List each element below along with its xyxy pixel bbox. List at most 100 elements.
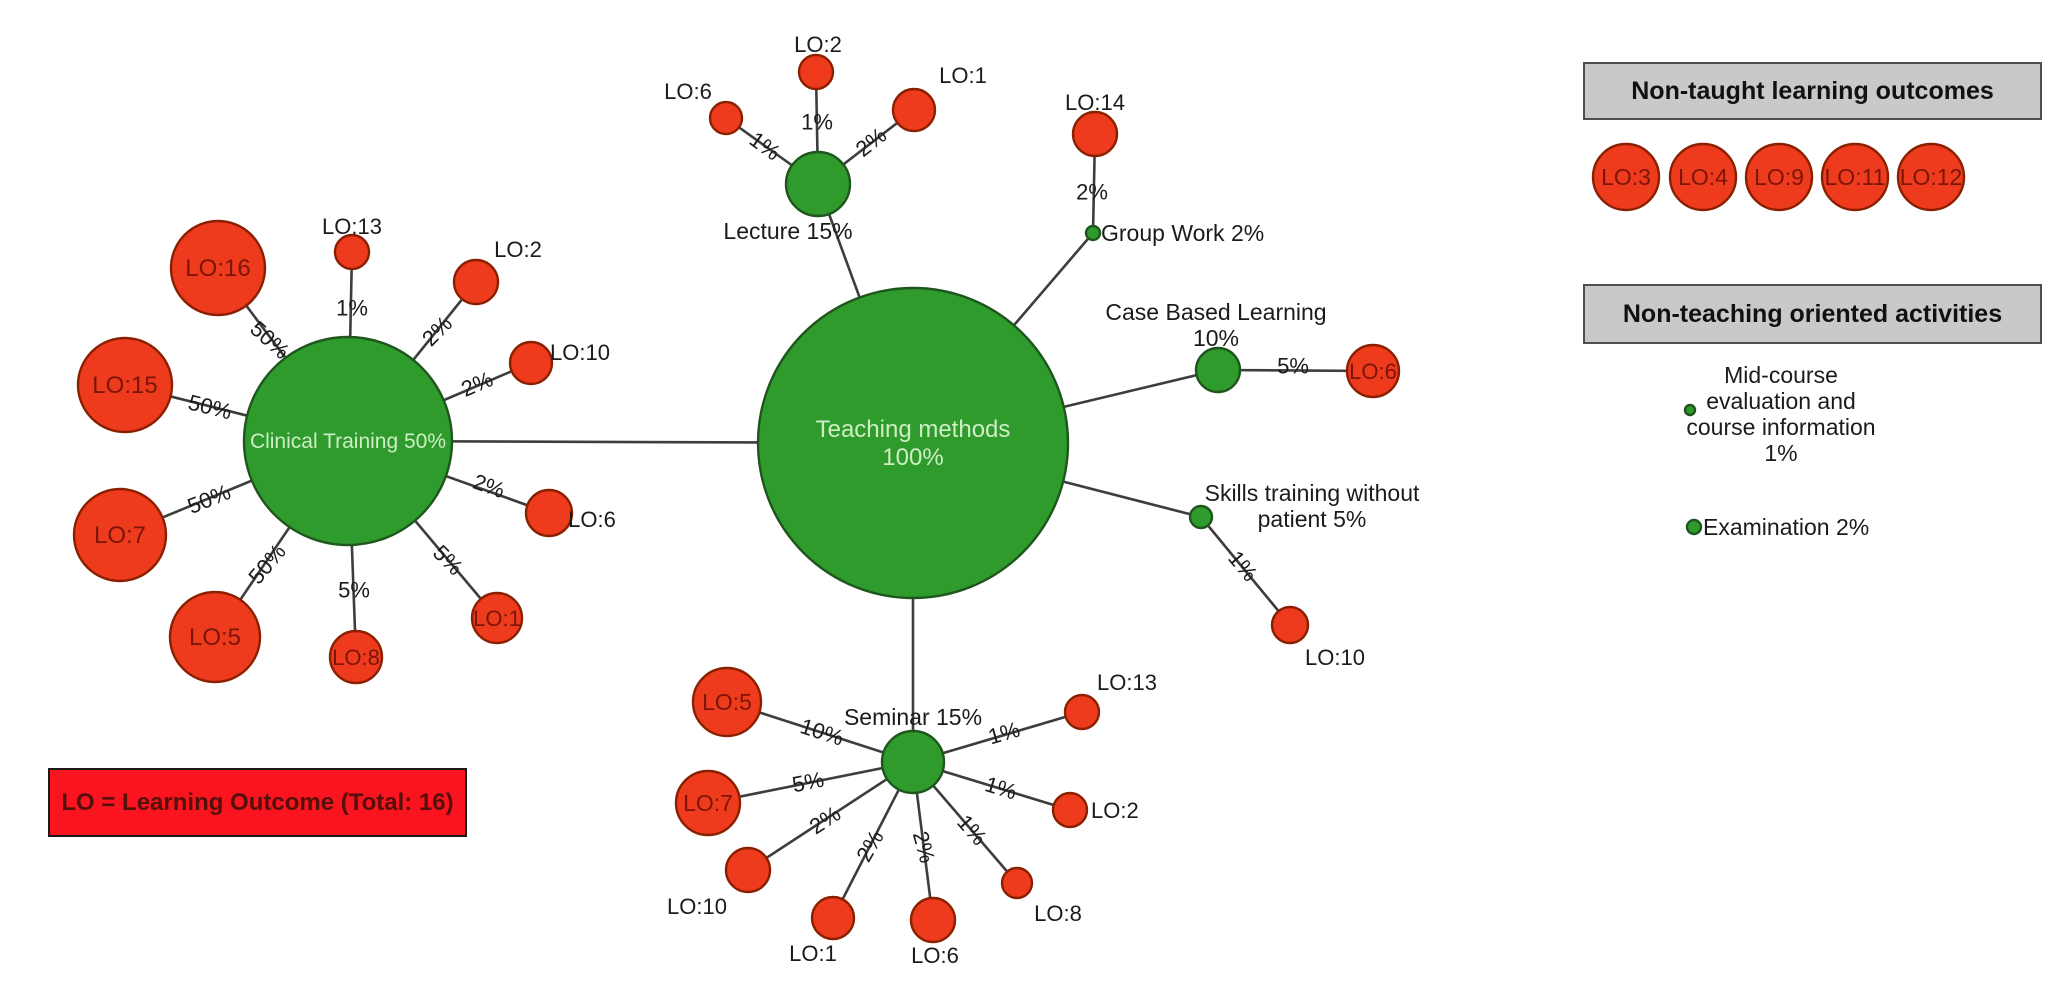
node-casebased [1194,346,1242,394]
edge-label-clinical-ct_lo2: 2% [417,311,457,351]
node-ct_lo10 [508,340,554,386]
edge-label-clinical-ct_lo5: 50% [243,539,290,589]
node-title-sem_lo2: LO:2 [1091,798,1139,823]
node-gw_lo14 [1071,110,1119,158]
node-skills [1188,504,1214,530]
node-title-sem_lo10: LO:10 [667,894,727,919]
node-sk_lo10 [1270,605,1310,645]
edge-label-clinical-ct_lo15: 50% [186,390,235,425]
node-ct_lo16 [169,219,267,317]
node-groupwork [1084,224,1102,242]
edge-label-lecture-lec_lo2: 1% [801,110,833,135]
node-title-seminar: Seminar 15% [844,704,982,730]
edge-label-seminar-sem_lo5: 10% [797,713,847,750]
edge-label-lecture-lec_lo1: 2% [851,122,891,161]
node-cb_lo6 [1345,343,1401,399]
edge-label-casebased-cb_lo6: 5% [1277,354,1309,379]
node-label-nt_lo4: LO:4 [1678,164,1728,190]
node-title-lec_lo1: LO:1 [939,63,987,88]
edge-label-clinical-ct_lo10: 2% [457,366,496,401]
node-ct_lo8 [328,629,384,685]
node-sem_lo8 [1000,866,1034,900]
edge-label-seminar-sem_lo7: 5% [790,767,826,798]
edge-label-seminar-sem_lo6: 2% [908,828,940,865]
edge-label-clinical-ct_lo6: 2% [470,469,508,503]
node-label-clinical: Clinical Training 50% [250,430,446,453]
node-ct_lo6 [524,488,574,538]
node-ct_lo1 [470,591,524,645]
lo-legend-box: LO = Learning Outcome (Total: 16) [48,768,467,837]
mid-course-evaluation-item: Mid-course evaluation and course informa… [1641,362,1921,466]
node-label-nt_lo11: LO:11 [1825,164,1886,190]
node-lec_lo2 [797,53,835,91]
node-sem_lo13 [1063,693,1101,731]
node-nt_lo9 [1744,142,1814,212]
edge-label-clinical-ct_lo1: 5% [428,540,468,580]
edge-label-seminar-sem_lo1: 2% [851,826,889,866]
node-ct_lo13 [333,233,371,271]
node-label-sem_lo5: LO:5 [702,689,752,715]
mid-course-line-1: Mid-course [1724,362,1838,388]
node-sem_lo6 [909,896,957,944]
mid-course-line-3: course information [1686,414,1876,440]
node-exam_dot [1685,518,1703,536]
node-title-sk_lo10: LO:10 [1305,645,1365,670]
edge-label-clinical-ct_lo13: 1% [336,296,368,321]
node-title-casebased: Case Based Learning 10% [1105,299,1326,351]
examination-item: Examination 2% [1703,514,1870,540]
node-title-ct_lo10: LO:10 [550,340,610,365]
node-label-ct_lo1: LO:1 [473,606,521,631]
node-title-groupwork: Group Work 2% [1101,220,1264,246]
node-ct_lo5 [168,590,262,684]
node-clinical [242,335,454,547]
node-sem_lo2 [1051,791,1089,829]
node-title-ct_lo2: LO:2 [494,237,542,262]
node-title-sem_lo1: LO:1 [789,941,837,966]
edge-label-seminar-sem_lo10: 2% [805,801,845,839]
edge-skills-sk_lo10 [1199,516,1292,626]
node-title-sem_lo8: LO:8 [1034,901,1082,926]
node-midcourse_dot [1683,403,1697,417]
node-title-ct_lo13: LO:13 [322,214,382,239]
node-sem_lo10 [724,846,772,894]
node-sem_lo5 [691,666,763,738]
node-title-sem_lo6: LO:6 [911,943,959,968]
node-nt_lo4 [1668,142,1738,212]
edge-label-lecture-lec_lo6: 1% [745,127,785,166]
non-taught-outcomes-header: Non-taught learning outcomes [1583,62,2042,120]
edge-label-groupwork-gw_lo14: 2% [1076,180,1108,205]
node-label-teaching: Teaching methods 100% [816,416,1011,471]
edge-seminar-sem_lo7 [707,760,914,805]
node-label-ct_lo8: LO:8 [332,645,380,670]
node-seminar [880,729,946,795]
node-ct_lo2 [452,258,500,306]
node-nt_lo11 [1820,142,1890,212]
edge-label-clinical-ct_lo8: 5% [338,578,370,603]
non-teaching-activities-header: Non-teaching oriented activities [1583,284,2042,344]
edge-label-clinical-ct_lo7: 50% [184,479,234,519]
node-title-lec_lo2: LO:2 [794,32,842,57]
node-lec_lo1 [891,87,937,133]
node-label-ct_lo7: LO:7 [94,522,146,549]
node-lecture [784,150,852,218]
node-title-gw_lo14: LO:14 [1065,90,1125,115]
node-lec_lo6 [708,100,744,136]
node-title-skills: Skills training without patient 5% [1205,480,1420,532]
node-title-lec_lo6: LO:6 [664,79,712,104]
node-nt_lo3 [1591,142,1661,212]
node-ct_lo15 [76,336,174,434]
node-ct_lo7 [72,487,168,583]
node-teaching [756,286,1070,600]
node-label-sem_lo7: LO:7 [683,790,733,816]
node-title-ct_lo6: LO:6 [568,507,616,532]
node-label-ct_lo16: LO:16 [185,255,250,282]
node-label-nt_lo9: LO:9 [1754,164,1804,190]
edge-seminar-sem_lo10 [747,760,914,872]
node-label-ct_lo5: LO:5 [189,624,241,651]
node-label-ct_lo15: LO:15 [92,372,157,399]
node-label-cb_lo6: LO:6 [1349,359,1397,384]
edge-label-seminar-sem_lo2: 1% [982,771,1020,804]
node-sem_lo7 [674,769,742,837]
